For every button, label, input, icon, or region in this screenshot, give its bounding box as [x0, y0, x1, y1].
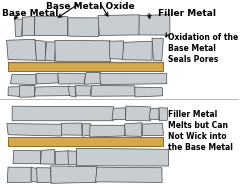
- Polygon shape: [10, 74, 36, 85]
- Polygon shape: [8, 87, 21, 97]
- Polygon shape: [125, 123, 142, 136]
- Polygon shape: [98, 15, 139, 35]
- Polygon shape: [22, 16, 35, 35]
- Polygon shape: [15, 19, 22, 37]
- Polygon shape: [31, 167, 38, 182]
- Polygon shape: [84, 72, 101, 84]
- Polygon shape: [149, 108, 159, 120]
- Polygon shape: [35, 40, 46, 61]
- Polygon shape: [139, 15, 170, 35]
- Polygon shape: [68, 151, 77, 165]
- Text: Base Metal: Base Metal: [2, 9, 59, 18]
- Polygon shape: [13, 151, 41, 164]
- Polygon shape: [109, 41, 124, 59]
- Polygon shape: [76, 148, 168, 166]
- Polygon shape: [142, 123, 164, 135]
- Polygon shape: [58, 73, 86, 84]
- Polygon shape: [55, 40, 111, 62]
- Polygon shape: [7, 124, 63, 136]
- Polygon shape: [96, 167, 162, 182]
- Polygon shape: [76, 85, 92, 96]
- Polygon shape: [126, 106, 151, 121]
- Polygon shape: [90, 125, 125, 137]
- Text: Oxidation of the
Base Metal
Seals Pores: Oxidation of the Base Metal Seals Pores: [168, 33, 238, 64]
- Polygon shape: [34, 86, 70, 96]
- Bar: [8, 137, 162, 146]
- Polygon shape: [7, 167, 31, 183]
- Polygon shape: [51, 166, 97, 183]
- Polygon shape: [61, 123, 82, 135]
- Polygon shape: [6, 39, 36, 60]
- Text: Filler Metal
Melts but Can
Not Wick into
the Base Metal: Filler Metal Melts but Can Not Wick into…: [168, 110, 232, 152]
- Polygon shape: [36, 74, 58, 84]
- Polygon shape: [12, 106, 114, 121]
- Bar: [8, 62, 162, 71]
- Polygon shape: [55, 151, 70, 165]
- Polygon shape: [91, 86, 136, 96]
- Text: Filler Metal: Filler Metal: [158, 9, 216, 18]
- Polygon shape: [82, 124, 91, 136]
- Polygon shape: [100, 74, 167, 85]
- Polygon shape: [135, 87, 163, 97]
- Polygon shape: [159, 108, 168, 121]
- Polygon shape: [152, 38, 163, 61]
- Polygon shape: [40, 149, 54, 164]
- Polygon shape: [68, 86, 76, 97]
- Polygon shape: [112, 108, 126, 120]
- Polygon shape: [45, 42, 56, 61]
- Polygon shape: [34, 16, 68, 35]
- Text: Base Metal Oxide: Base Metal Oxide: [46, 2, 134, 11]
- Polygon shape: [20, 85, 35, 97]
- Polygon shape: [122, 41, 152, 60]
- Polygon shape: [36, 168, 51, 183]
- Polygon shape: [68, 18, 100, 37]
